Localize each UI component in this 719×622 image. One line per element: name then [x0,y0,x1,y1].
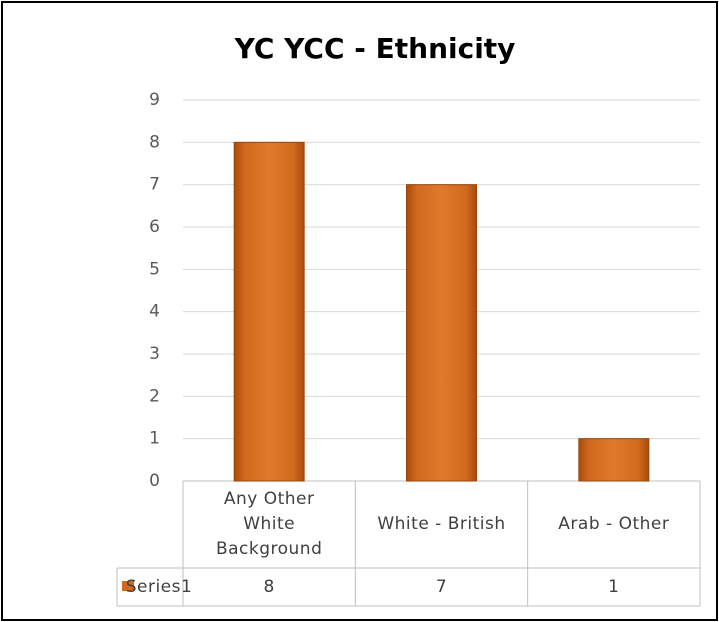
y-tick-label: 1 [149,429,160,449]
x-tick-label: Any Other White Background [215,489,323,559]
x-tick-label: White - British [377,514,506,534]
y-tick-label: 7 [149,175,160,195]
table-value: 8 [263,576,275,597]
bar [578,438,650,482]
y-tick-label: 3 [149,344,160,364]
bar [406,184,477,482]
y-tick-label: 6 [149,217,160,237]
bar [233,141,305,482]
y-tick-label: 2 [149,386,160,406]
y-tick-label: 5 [149,259,160,279]
y-tick-label: 9 [149,90,160,110]
legend-key [122,581,134,591]
chart-title: YC YCC - Ethnicity [234,32,516,65]
table-value: 1 [608,576,620,597]
y-tick-label: 4 [149,302,160,322]
x-tick-label: Arab - Other [558,514,670,534]
y-tick-label: 0 [149,471,160,491]
legend-label: Series1 [125,576,193,597]
table-value: 7 [435,576,448,597]
y-tick-label: 8 [149,132,160,152]
